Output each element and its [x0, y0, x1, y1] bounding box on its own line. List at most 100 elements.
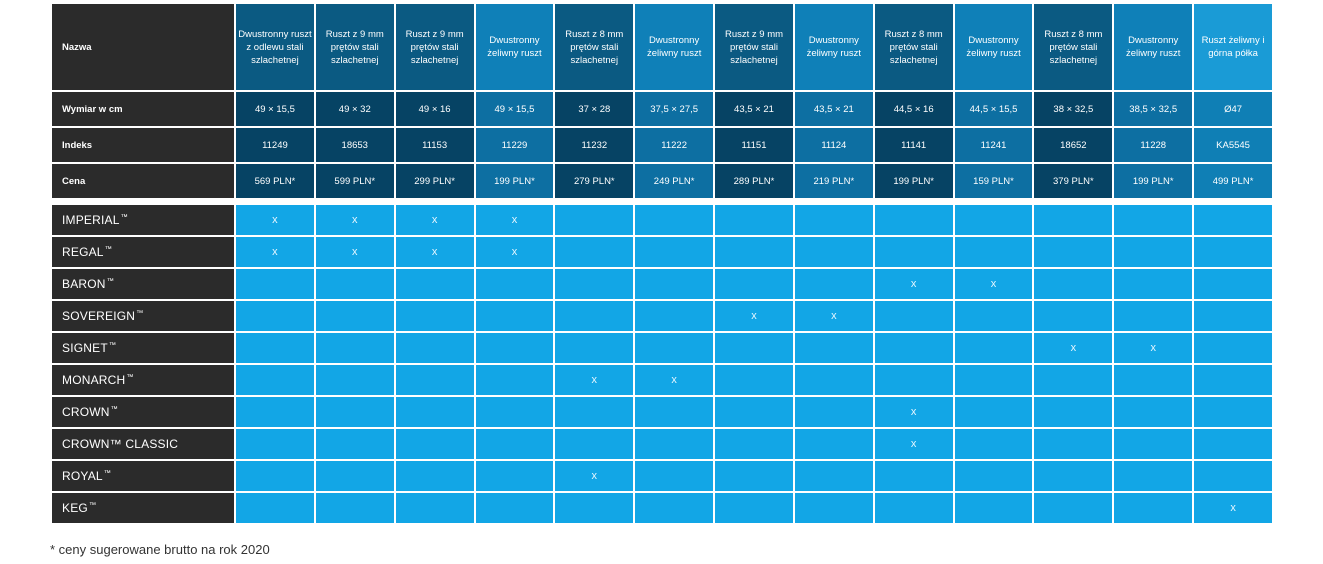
compatibility-cell — [395, 333, 474, 363]
compatible-mark: x — [431, 214, 438, 226]
spec-cell-index: 11151 — [715, 128, 793, 162]
model-row: SIGNET™ x x — [52, 333, 1272, 363]
product-name-header: Dwustronny żeliwny ruszt — [1114, 4, 1193, 90]
product-name-header: Ruszt z 9 mm prętów stali szlachetnej — [315, 4, 394, 90]
compatible-mark: x — [910, 278, 917, 290]
model-row: CROWN™ x — [52, 397, 1272, 427]
compatibility-cell — [954, 365, 1033, 395]
compatibility-cell — [1034, 429, 1113, 459]
compatibility-cell: x — [1194, 493, 1272, 523]
spec-cell-price: 279 PLN* — [555, 164, 634, 198]
compatibility-cell — [954, 429, 1033, 459]
spec-cell-dim: 44,5 × 15,5 — [954, 92, 1033, 126]
compatibility-cell — [635, 461, 714, 491]
spec-cell-price: 499 PLN* — [1194, 164, 1272, 198]
spec-cell-index: 11124 — [794, 128, 873, 162]
spec-cell-dim: 49 × 15,5 — [236, 92, 314, 126]
compatibility-cell — [315, 301, 394, 331]
compatible-mark: x — [910, 406, 917, 418]
compatibility-cell — [1114, 429, 1193, 459]
compatibility-cell — [954, 237, 1033, 267]
compatibility-cell — [475, 365, 554, 395]
compatibility-cell — [475, 493, 554, 523]
compatibility-cell — [1114, 461, 1193, 491]
compatible-mark: x — [352, 214, 358, 226]
compatible-mark: x — [1070, 342, 1077, 354]
compatibility-cell — [635, 397, 714, 427]
compatible-mark: x — [511, 214, 518, 226]
trademark-symbol: ™ — [136, 310, 144, 317]
compatibility-cell — [954, 333, 1033, 363]
compatibility-cell — [715, 461, 793, 491]
compatible-mark: x — [910, 438, 917, 450]
compatibility-table-wrapper: Nazwa Dwustronny ruszt z odlewu stali szl… — [50, 2, 1274, 525]
model-name-text: REGAL — [62, 245, 104, 259]
product-name-header: Dwustronny żeliwny ruszt — [635, 4, 714, 90]
spec-cell-price: 219 PLN* — [794, 164, 873, 198]
spec-row-index: Indeks 11249 18653 11153 11229 11232 11222 1115… — [52, 128, 1272, 162]
compatibility-cell — [395, 397, 474, 427]
compatible-mark: x — [272, 214, 278, 226]
spec-cell-price: 159 PLN* — [954, 164, 1033, 198]
spec-cell-index: 18652 — [1034, 128, 1113, 162]
compatibility-cell — [1194, 365, 1272, 395]
trademark-symbol: ™ — [103, 470, 111, 477]
compatibility-cell — [794, 365, 873, 395]
spec-cell-index: 11228 — [1114, 128, 1193, 162]
spec-cell-index: 11229 — [475, 128, 554, 162]
trademark-symbol: ™ — [120, 214, 128, 221]
model-name: CROWN™ CLASSIC — [52, 429, 234, 459]
compatible-mark: x — [591, 374, 598, 386]
spec-cell-dim: 37 × 28 — [555, 92, 634, 126]
compatibility-cell — [874, 461, 953, 491]
compatibility-cell — [1034, 237, 1113, 267]
compatibility-cell — [475, 397, 554, 427]
section-gap — [52, 200, 1272, 203]
compatibility-cell — [794, 269, 873, 299]
compatibility-cell — [315, 397, 394, 427]
compatibility-cell — [715, 429, 793, 459]
spec-cell-dim: 49 × 15,5 — [475, 92, 554, 126]
compatibility-cell — [555, 237, 634, 267]
grill-grate-compatibility-table: Nazwa Dwustronny ruszt z odlewu stali szl… — [50, 2, 1274, 525]
spec-cell-dim: Ø47 — [1194, 92, 1272, 126]
compatibility-cell: x — [315, 205, 394, 235]
model-name: SOVEREIGN™ — [52, 301, 234, 331]
spec-cell-index: 11232 — [555, 128, 634, 162]
compatibility-cell — [555, 205, 634, 235]
spec-cell-dim: 44,5 × 16 — [874, 92, 953, 126]
compatibility-cell: x — [475, 205, 554, 235]
spec-cell-index: 11241 — [954, 128, 1033, 162]
compatibility-cell — [555, 397, 634, 427]
compatibility-cell — [395, 493, 474, 523]
compatibility-cell: x — [1034, 333, 1113, 363]
trademark-symbol: ™ — [108, 342, 117, 349]
product-name-header: Dwustronny żeliwny ruszt — [475, 4, 554, 90]
trademark-symbol: ™ — [88, 502, 97, 509]
compatibility-cell — [635, 429, 714, 459]
model-name: CROWN™ — [52, 397, 234, 427]
model-name-text: CROWN — [62, 405, 110, 419]
spec-cell-price: 569 PLN* — [236, 164, 314, 198]
compatibility-cell: x — [395, 205, 474, 235]
spec-cell-index: KA5545 — [1194, 128, 1272, 162]
trademark-symbol: ™ — [104, 246, 112, 253]
compatibility-cell: x — [874, 397, 953, 427]
compatibility-cell — [1194, 429, 1272, 459]
spec-row-price: Cena 569 PLN* 599 PLN* 299 PLN* 199 PLN* 279 … — [52, 164, 1272, 198]
compatibility-cell — [1194, 397, 1272, 427]
compatible-mark: x — [671, 374, 677, 386]
compatibility-cell — [794, 493, 873, 523]
compatibility-cell — [315, 461, 394, 491]
compatibility-cell — [954, 397, 1033, 427]
spec-label: Wymiar w cm — [52, 92, 234, 126]
compatibility-cell — [874, 205, 953, 235]
compatibility-cell: x — [395, 237, 474, 267]
compatibility-cell — [395, 461, 474, 491]
compatibility-cell — [475, 333, 554, 363]
trademark-symbol: ™ — [106, 278, 114, 285]
model-name-text: BARON — [62, 277, 106, 291]
compatibility-cell — [1114, 269, 1193, 299]
spec-cell-price: 199 PLN* — [475, 164, 554, 198]
compatibility-cell — [794, 205, 873, 235]
